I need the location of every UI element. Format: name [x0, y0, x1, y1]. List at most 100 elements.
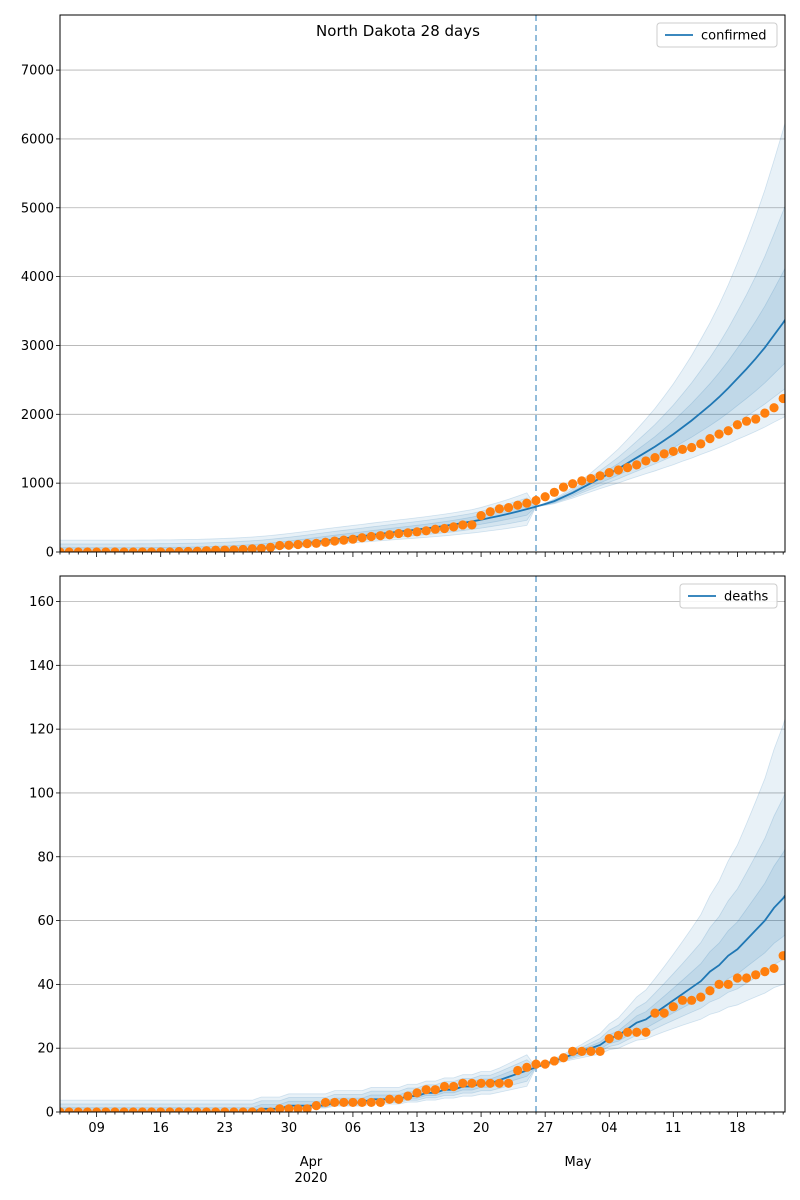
y-tick-label: 20: [37, 1042, 54, 1057]
observed-point: [73, 1107, 83, 1112]
observed-point: [439, 1081, 450, 1092]
observed-point: [92, 547, 102, 552]
observed-point: [677, 444, 688, 454]
observed-point: [101, 547, 111, 552]
observed-point: [723, 979, 733, 989]
observed-point: [503, 503, 514, 513]
observed-point: [449, 1081, 459, 1092]
deaths-panel: 0 20 40 60 80 100 120 140 160 deaths: [29, 575, 786, 1121]
observed-point: [201, 546, 212, 552]
x-tick-label: 13: [409, 1121, 426, 1136]
observed-point: [476, 511, 486, 521]
observed-point: [60, 1107, 65, 1112]
observed-point: [302, 539, 312, 549]
observed-point: [165, 1107, 175, 1112]
observed-point: [650, 1008, 660, 1018]
observed-point: [494, 1078, 504, 1088]
observed-point: [604, 468, 614, 478]
observed-point: [238, 1107, 248, 1112]
observed-point: [741, 973, 752, 983]
month-label-apr: Apr: [300, 1155, 323, 1170]
observed-point: [211, 545, 221, 552]
observed-point: [174, 546, 184, 552]
observed-point: [687, 995, 697, 1005]
observed-point: [137, 547, 147, 552]
observed-point: [330, 1097, 340, 1108]
observed-point: [485, 1078, 495, 1088]
observed-point: [632, 460, 642, 470]
observed-point: [73, 547, 83, 552]
axes-frame: [59, 575, 786, 1113]
observed-point: [293, 539, 303, 550]
observed-point: [247, 1107, 257, 1112]
observed-point: [101, 1107, 111, 1112]
observed-point: [421, 526, 431, 536]
observed-point: [284, 540, 294, 550]
observed-point: [613, 465, 624, 475]
observed-point: [622, 1027, 633, 1037]
observed-point: [119, 1107, 129, 1112]
observed-point: [760, 408, 770, 418]
legend-label: deaths: [724, 590, 769, 605]
x-tick-label: 09: [88, 1121, 105, 1136]
y-tick-label: 0: [46, 546, 54, 561]
observed-point: [586, 1046, 596, 1056]
observed-point: [687, 442, 697, 453]
observed-point: [275, 540, 285, 551]
observed-point: [513, 500, 523, 510]
observed-point: [119, 547, 129, 552]
observed-point: [265, 542, 276, 552]
observed-point: [632, 1027, 642, 1037]
legend-label: confirmed: [701, 29, 767, 44]
observed-point: [476, 1078, 486, 1088]
observed-point: [394, 528, 404, 539]
x-tick-label: 11: [665, 1121, 682, 1136]
observed-point: [366, 531, 376, 542]
observed-point: [357, 533, 367, 543]
legend: deaths: [679, 583, 778, 609]
observed-point: [183, 1107, 193, 1112]
observed-point: [366, 1097, 376, 1108]
observed-point: [211, 1107, 221, 1112]
observed-point: [229, 545, 239, 552]
observed-point: [741, 416, 752, 426]
observed-point: [174, 1107, 184, 1112]
observed-point: [265, 1107, 276, 1112]
observed-point: [256, 1107, 266, 1112]
chart-title: North Dakota 28 days: [316, 22, 480, 40]
observed-point: [577, 1046, 587, 1056]
observed-point: [595, 471, 605, 481]
observed-point: [311, 1101, 321, 1111]
observed-point: [503, 1078, 514, 1088]
observed-point: [714, 979, 724, 989]
y-tick-label: 3000: [21, 339, 54, 354]
observed-point: [128, 1107, 138, 1112]
observed-point: [137, 1107, 147, 1112]
observed-point: [705, 986, 715, 996]
axes-frame: [59, 14, 786, 553]
observed-point: [668, 1002, 678, 1012]
y-tick-label: 40: [37, 978, 54, 993]
x-tick-label: 06: [345, 1121, 362, 1136]
observed-point: [357, 1097, 367, 1108]
observed-point: [247, 544, 257, 552]
observed-point: [540, 1059, 550, 1069]
observed-point: [714, 429, 724, 439]
observed-point: [485, 507, 495, 517]
band-middle: [60, 204, 785, 552]
observed-point: [192, 546, 202, 552]
band-outer: [60, 717, 785, 1112]
observed-point: [394, 1094, 404, 1104]
observed-point: [549, 487, 559, 497]
observed-point: [238, 544, 248, 552]
observed-point: [220, 1107, 230, 1112]
plot-area: [60, 576, 785, 1112]
observed-point: [458, 1078, 468, 1088]
observed-point: [421, 1085, 431, 1095]
observed-point: [568, 1046, 578, 1056]
observed-point: [92, 1107, 102, 1112]
legend-box: [679, 583, 778, 609]
y-tick-label: 0: [46, 1106, 54, 1121]
observed-point: [430, 1085, 440, 1095]
observed-point: [348, 1097, 358, 1108]
